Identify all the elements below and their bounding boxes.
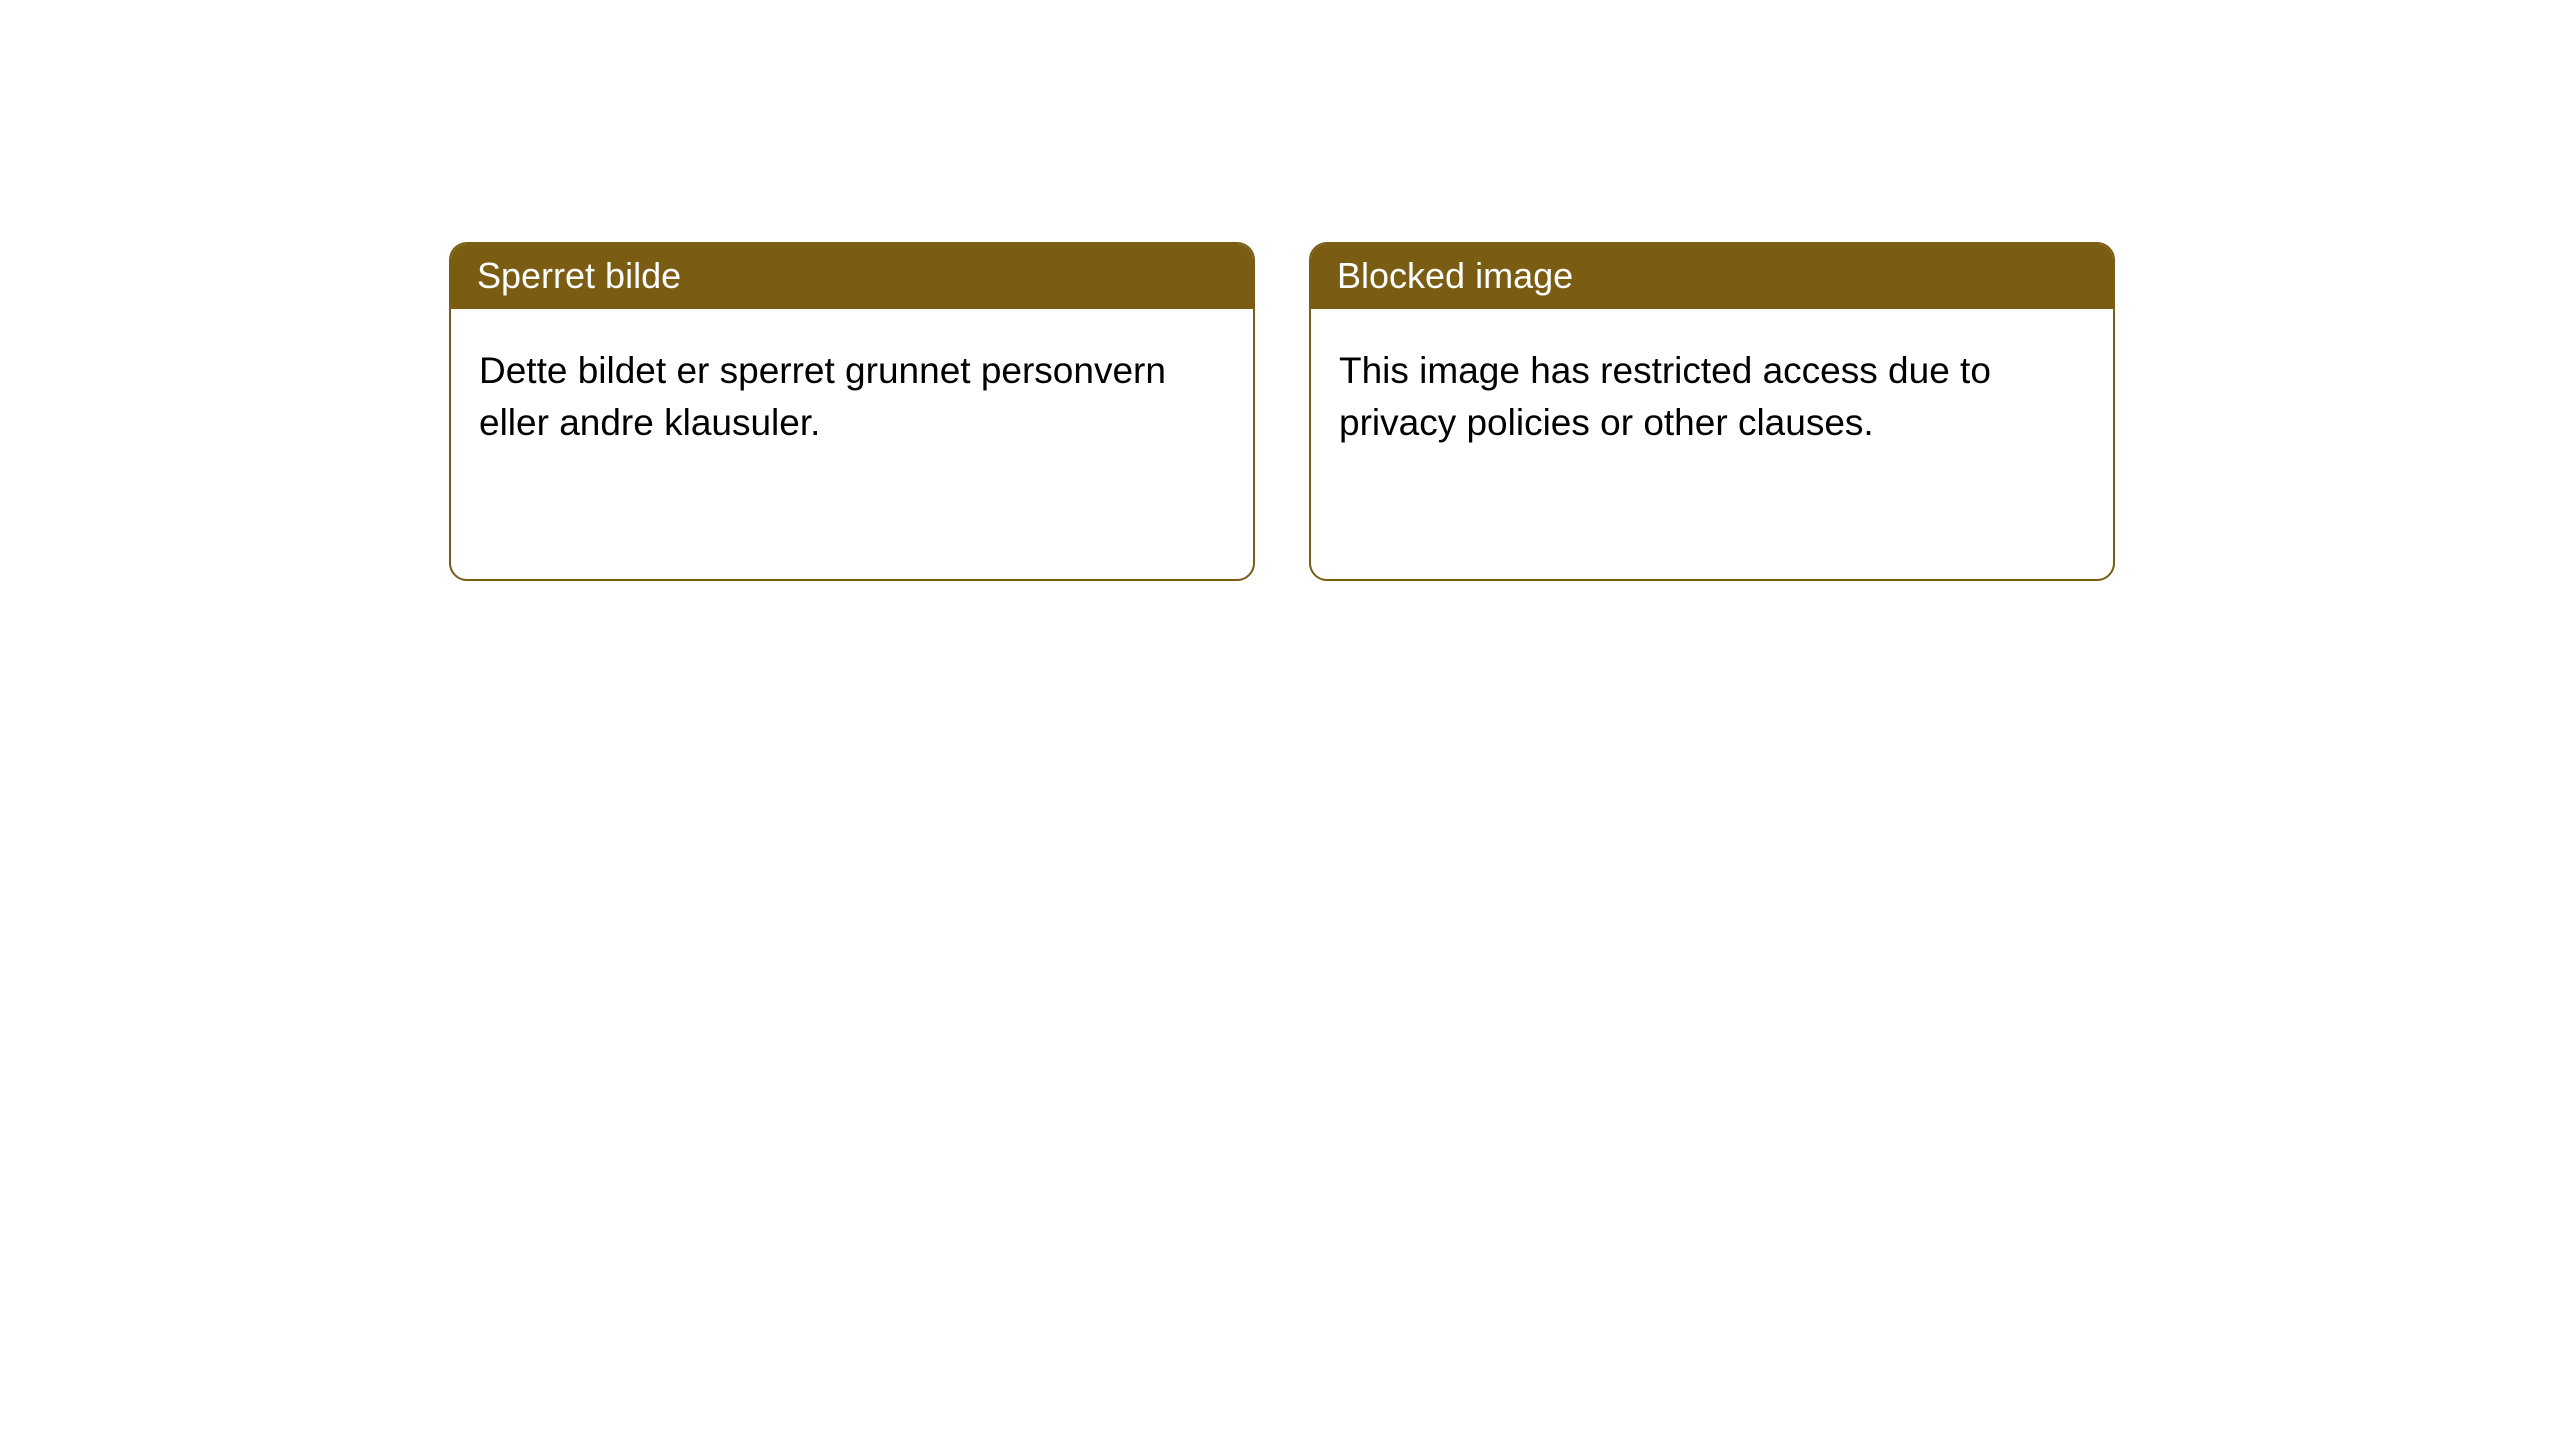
card-title-english: Blocked image bbox=[1311, 244, 2113, 309]
blocked-image-card-english: Blocked image This image has restricted … bbox=[1309, 242, 2115, 581]
card-title-norwegian: Sperret bilde bbox=[451, 244, 1253, 309]
notice-container: Sperret bilde Dette bildet er sperret gr… bbox=[0, 0, 2560, 581]
card-body-english: This image has restricted access due to … bbox=[1311, 309, 2113, 579]
blocked-image-card-norwegian: Sperret bilde Dette bildet er sperret gr… bbox=[449, 242, 1255, 581]
card-body-norwegian: Dette bildet er sperret grunnet personve… bbox=[451, 309, 1253, 579]
